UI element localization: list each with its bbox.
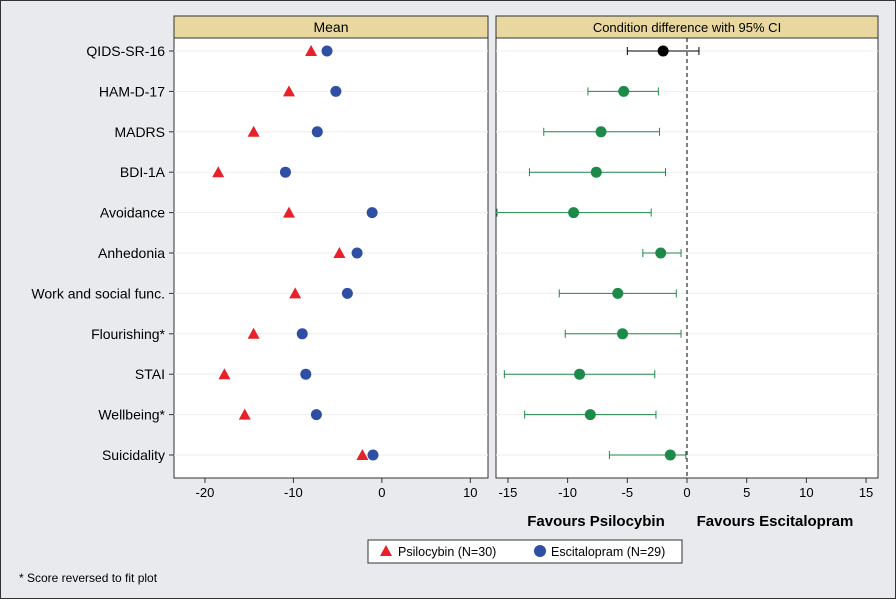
difference-tick-label-6: 15 [859,485,873,500]
difference-tick-label-1: -10 [558,485,577,500]
psilocybin-point-flourishing [247,327,260,339]
row-label-ham-d-17: HAM-D-17 [99,83,165,99]
difference-tick-label-5: 10 [799,485,813,500]
psilocybin-point-avoidance [282,206,295,218]
footnote: * Score reversed to fit plot [19,571,158,585]
escitalopram-point-stai [300,368,312,380]
difference-tick-label-0: -15 [499,485,518,500]
row-label-madrs: MADRS [114,124,165,140]
psilocybin-point-stai [218,368,231,380]
difference-point-anhedonia [655,247,667,259]
difference-point-madrs [595,126,607,138]
mean-tick-label-1: -10 [284,485,303,500]
difference-tick-label-4: 5 [743,485,750,500]
mean-panel: Mean -20 -10 0 10 [173,15,489,500]
escitalopram-point-avoidance [366,207,378,219]
legend-box [367,539,683,564]
mean-plot-area [173,15,489,479]
psilocybin-legend-triangle-icon [380,545,392,556]
difference-plot-area [495,15,879,479]
psilocybin-point-ham-d-17 [282,85,295,97]
difference-point-bdi-1a [590,166,602,178]
legend-label-escitalopram: Escitalopram (N=29) [551,545,665,559]
psilocybin-point-work-and-social-func [289,287,302,299]
legend-label-psilocybin: Psilocybin (N=30) [398,545,496,559]
difference-panel: Condition difference with 95% CI -15 -10 -5… [495,15,879,530]
row-label-flourishing: Flourishing* [91,326,165,342]
row-label-avoidance: Avoidance [100,205,165,221]
difference-title: Condition difference with 95% CI [593,20,781,35]
mean-tick-label-0: -20 [196,485,215,500]
row-label-wellbeing: Wellbeing* [98,407,165,423]
legend: Psilocybin (N=30) Escitalopram (N=29) [367,539,683,564]
psilocybin-point-wellbeing [238,408,251,420]
difference-point-wellbeing [584,409,596,421]
psilocybin-point-qids-sr-16 [305,45,318,56]
psilocybin-point-bdi-1a [212,166,225,178]
difference-tick-label-2: -5 [622,485,634,500]
escitalopram-point-work-and-social-func [341,287,353,299]
escitalopram-point-madrs [311,126,323,138]
escitalopram-point-flourishing [296,328,308,340]
mean-tick-label-3: 10 [463,485,477,500]
row-label-suicidality: Suicidality [102,447,165,463]
escitalopram-point-bdi-1a [279,166,291,178]
difference-point-qids-sr-16 [657,45,669,57]
difference-tick-label-3: 0 [683,485,690,500]
mean-header [173,15,489,39]
outcome-labels: QIDS-SR-16 HAM-D-17 MADRS BDI-1A Avoidance An… [31,43,174,463]
escitalopram-point-wellbeing [310,409,322,421]
difference-point-ham-d-17 [618,85,630,97]
escitalopram-legend-circle-icon [534,545,546,557]
row-label-anhedonia: Anhedonia [98,245,165,261]
psilocybin-point-madrs [247,125,260,137]
psilocybin-point-anhedonia [333,247,346,258]
difference-point-stai [574,368,586,380]
escitalopram-point-qids-sr-16 [321,45,333,57]
psilocybin-point-suicidality [356,449,369,460]
mean-title: Mean [313,19,348,35]
row-label-bdi-1a: BDI-1A [120,164,166,180]
difference-point-flourishing [617,328,629,340]
row-label-qids-sr-16: QIDS-SR-16 [86,43,165,59]
xlabel-favours-psilocybin: Favours Psilocybin [527,513,665,530]
escitalopram-point-ham-d-17 [330,85,342,97]
difference-point-suicidality [664,449,676,461]
row-label-work-and-social-func: Work and social func. [31,285,165,301]
escitalopram-point-anhedonia [351,247,363,259]
difference-point-work-and-social-func [612,287,624,299]
escitalopram-point-suicidality [367,449,379,461]
difference-point-avoidance [568,207,580,219]
mean-tick-label-2: 0 [378,485,385,500]
xlabel-favours-escitalopram: Favours Escitalopram [697,513,854,530]
row-label-stai: STAI [135,366,165,382]
